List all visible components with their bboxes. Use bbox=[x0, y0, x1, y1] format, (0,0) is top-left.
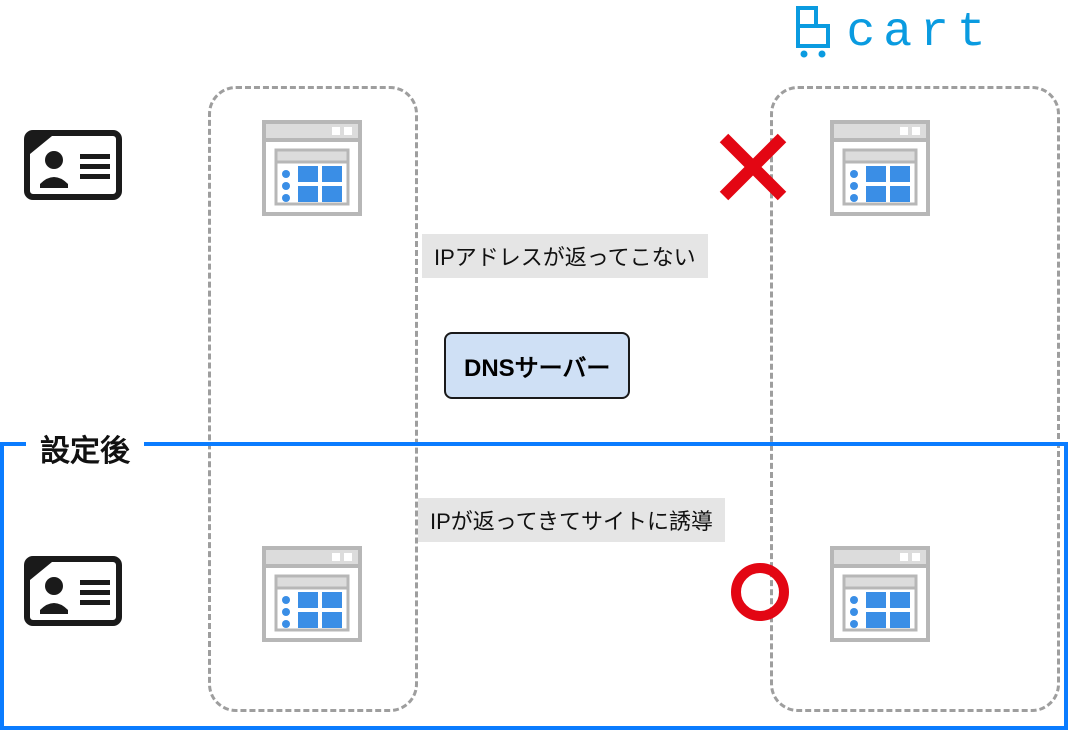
ip-no-return-label: IPアドレスが返ってこない bbox=[422, 234, 708, 278]
bcart-logo: cart bbox=[792, 6, 994, 60]
o-mark-icon bbox=[728, 560, 792, 629]
website-window-icon bbox=[830, 120, 930, 220]
x-mark-icon bbox=[718, 132, 788, 207]
logo-text: cart bbox=[846, 6, 993, 60]
ip-return-label: IPが返ってきてサイトに誘導 bbox=[418, 498, 725, 542]
user-id-card-icon bbox=[24, 556, 122, 626]
website-window-icon bbox=[830, 546, 930, 646]
after-setting-label: 設定後 bbox=[26, 420, 144, 476]
website-window-icon bbox=[262, 120, 362, 220]
website-window-icon bbox=[262, 546, 362, 646]
user-id-card-icon bbox=[24, 130, 122, 200]
dns-server-box: DNSサーバー bbox=[444, 332, 630, 399]
